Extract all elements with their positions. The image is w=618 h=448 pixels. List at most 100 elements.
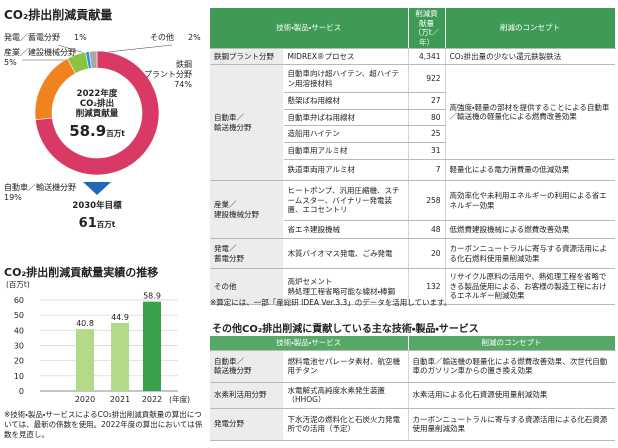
field-cell: その他 bbox=[210, 268, 284, 305]
field-cell: 発電分野 bbox=[210, 408, 284, 441]
table-note: ※算定には、一部「産総研 IDEA Ver.3.3」のデータを活用しています。 bbox=[210, 298, 452, 307]
y-tick-label: 50 bbox=[14, 311, 24, 320]
item-cell: 自動車向け超ハイテン、超ハイテン用溶接材料 bbox=[283, 64, 409, 93]
target-value: 61 bbox=[79, 216, 97, 231]
header-cell: 削減貢献量 （万t／年） bbox=[408, 8, 446, 49]
item-cell: ヒートポンプ、汎用圧縮機、スチームスター、バイナリー発電装置、エコセントリ bbox=[283, 180, 409, 221]
field-cell: 産業／ 建設機械分野 bbox=[210, 180, 284, 239]
item-cell: 下水汚泥の燃料化と石炭火力発電所での活用（予定） bbox=[283, 408, 409, 441]
table-row: 自動車／ 輸送機分野 燃料電池セパレータ素材、航空機用チタン 自動車／輸送機の軽量化… bbox=[210, 350, 616, 383]
table-row: 発電／ 蓄電分野 木質バイオマス発電、ごみ発電 20 カーボンニュートラルに寄与する資… bbox=[210, 238, 616, 269]
contribution-table: 技術・製品・サービス 削減貢献量 （万t／年） 削減のコンセプト 鉄鋼プラント分野 MI… bbox=[210, 8, 616, 305]
field-cell: 発電／ 蓄電分野 bbox=[210, 238, 284, 269]
pie-label-value: 1% bbox=[74, 33, 87, 42]
amount-cell: 7 bbox=[408, 159, 446, 181]
center-label: CO₂排出 bbox=[80, 98, 114, 109]
table-row: 懸架ばね用線材 27 bbox=[210, 92, 615, 110]
amount-cell: 4,341 bbox=[408, 48, 446, 65]
header-cell: 技術・製品・サービス bbox=[210, 8, 409, 49]
header-row: 技術・製品・サービス 削減のコンセプト bbox=[210, 336, 616, 351]
concept-cell: 自動車／輸送機の軽量化による燃費改善効果、次世代自動車のガソリン車からの置き換え… bbox=[408, 350, 616, 383]
center-total: 58.9百万t bbox=[69, 122, 125, 140]
field-cell: 自動車／ 輸送機分野 bbox=[210, 350, 284, 383]
table-row: 造船用ハイテン 25 bbox=[210, 125, 615, 143]
field-cell: 自動車／ 輸送機分野 bbox=[210, 64, 284, 181]
table-row: その他 高炉セメント 熱処理工程省略可能な線材・棒鋼 132 リサイクル原料の活用や、… bbox=[210, 268, 616, 305]
item-cell: 水電解式高純度水素発生装置（HHOG） bbox=[283, 382, 409, 409]
bar-title: CO₂排出削減貢献量実績の推移 bbox=[4, 266, 159, 279]
bar-note: ※技術・製品・サービスによるCO₂排出削減貢献量の算出については、最新の係数を使… bbox=[4, 410, 203, 439]
y-axis-label: (百万t) bbox=[6, 280, 30, 289]
item-cell: 自動車弁ばね用線材 bbox=[283, 109, 409, 126]
field-cell: 水素利活用分野 bbox=[210, 382, 284, 409]
bar bbox=[143, 301, 161, 391]
pie-slice bbox=[35, 50, 160, 176]
amount-cell: 31 bbox=[408, 142, 446, 160]
concept-cell: 低燃費建設機械による燃費改善効果 bbox=[445, 220, 616, 239]
concept-cell: 水素活用による化石資源使用量削減効果 bbox=[408, 382, 616, 409]
table-row: 鉄道車両用アルミ材 7 軽量化による電力消費量の低減効果 bbox=[210, 159, 616, 181]
table-row: 産業／ 建設機械分野 ヒートポンプ、汎用圧縮機、スチームスター、バイナリー発電装置… bbox=[210, 180, 616, 239]
other-table: 技術・製品・サービス 削減のコンセプト 自動車／ 輸送機分野 燃料電池セパレータ素材、… bbox=[210, 336, 616, 441]
pie-label-value: 2% bbox=[188, 33, 201, 42]
header-row: 技術・製品・サービス 削減貢献量 （万t／年） 削減のコンセプト bbox=[210, 8, 616, 49]
leader-line bbox=[107, 44, 173, 53]
item-cell: 木質バイオマス発電、ごみ発電 bbox=[283, 238, 409, 269]
amount-cell: 80 bbox=[408, 109, 446, 126]
target-label: 2030年目標 bbox=[72, 200, 122, 211]
amount-cell: 48 bbox=[408, 220, 446, 239]
y-tick-label: 10 bbox=[14, 372, 24, 381]
concept-cell: 高効率化や未利用エネルギーの利用による省エネルギー効果 bbox=[445, 180, 616, 221]
center-label: 削減貢献量 bbox=[76, 108, 119, 119]
value-label: 44.9 bbox=[111, 313, 129, 322]
amount-cell: 922 bbox=[408, 64, 446, 93]
field-cell: 鉄鋼プラント分野 bbox=[210, 48, 284, 65]
header-cell: 技術・製品・サービス bbox=[210, 336, 409, 351]
pie-label-value: 19% bbox=[4, 193, 22, 202]
total-unit: 百万t bbox=[106, 129, 125, 138]
amount-cell: 132 bbox=[408, 268, 446, 305]
table-row: 鉄鋼プラント分野 MIDREX®プロセス 4,341 CO₂排出量の少ない還元鉄製鉄法 bbox=[210, 48, 616, 65]
target-unit: 百万t bbox=[97, 220, 116, 229]
pie-label-value: 5% bbox=[4, 58, 17, 67]
x-tick-label: 2022 bbox=[142, 395, 162, 404]
x-tick-label: 2020 bbox=[75, 395, 95, 404]
y-tick-label: 30 bbox=[14, 342, 24, 351]
pie-slice bbox=[88, 50, 98, 69]
item-cell: 省エネ建設機械 bbox=[283, 220, 409, 239]
concept-cell: リサイクル原料の活用や、熱処理工程を省略できる製品使用による、お客様の製造工程に… bbox=[445, 268, 616, 305]
y-tick-label: 40 bbox=[14, 326, 24, 335]
x-tick-label: 2021 bbox=[110, 395, 130, 404]
pie-label-name: その他 bbox=[150, 33, 174, 42]
pie-label-name: 鉄鋼 プラント分野 bbox=[144, 60, 192, 79]
y-tick-label: 0 bbox=[19, 387, 24, 396]
item-cell: 鉄道車両用アルミ材 bbox=[283, 159, 409, 181]
item-cell: 自動車用アルミ材 bbox=[283, 142, 409, 160]
pie-label: 自動車／輸送機分野 19% bbox=[4, 183, 104, 203]
pie-label: 産業／建設機械分野 5% bbox=[4, 48, 104, 68]
amount-cell: 27 bbox=[408, 92, 446, 110]
amount-cell: 25 bbox=[408, 125, 446, 143]
pie-label-name: 産業／建設機械分野 bbox=[4, 48, 76, 57]
center-label: 2022年度 bbox=[77, 88, 118, 99]
item-cell: 懸架ばね用線材 bbox=[283, 92, 409, 110]
pie-label-name: 発電／蓄電分野 bbox=[4, 33, 60, 42]
pie-label: その他 2% bbox=[150, 33, 205, 43]
table-row: 自動車用アルミ材 31 bbox=[210, 142, 615, 160]
bar-chart: (百万t) 0 10 20 30 40 50 60 40.8 2020 44.9 2021 58.9 20… bbox=[6, 280, 190, 404]
target: 61百万t bbox=[79, 216, 116, 231]
x-axis-label: (年度) bbox=[169, 394, 190, 404]
bar bbox=[111, 322, 129, 391]
pie-label: 発電／蓄電分野 1% bbox=[4, 33, 104, 43]
item-cell: MIDREX®プロセス bbox=[283, 48, 409, 65]
header-cell: 削減のコンセプト bbox=[445, 8, 616, 49]
concept-cell: カーボンニュートラルに寄与する資源活用による化石燃料使用量削減効果 bbox=[445, 238, 616, 269]
value-label: 40.8 bbox=[76, 319, 94, 328]
table-row: 自動車／ 輸送機分野 自動車向け超ハイテン、超ハイテン用溶接材料 922 高強度・軽量… bbox=[210, 64, 616, 181]
item-cell: 高炉セメント 熱処理工程省略可能な線材・棒鋼 bbox=[283, 268, 409, 305]
pie-label-name: 自動車／輸送機分野 bbox=[4, 183, 76, 192]
table2-title: その他CO₂排出削減に貢献している主な技術・製品・サービス bbox=[212, 324, 479, 335]
item-cell: 燃料電池セパレータ素材、航空機用チタン bbox=[283, 350, 409, 383]
